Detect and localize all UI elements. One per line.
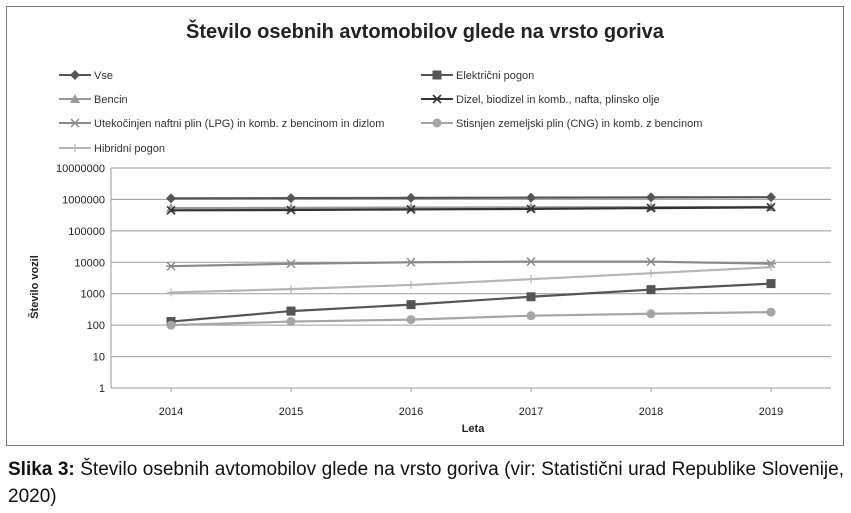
x-tick-label: 2014 [159, 406, 183, 418]
data-point [167, 288, 175, 297]
legend-item: Dizel, biodizel in komb., nafta, plinsko… [421, 94, 660, 106]
legend-label: Stisnjen zemeljski plin (CNG) in komb. z… [456, 118, 702, 130]
data-point [646, 203, 656, 213]
data-point [646, 192, 656, 203]
y-tick-label: 1 [99, 383, 105, 395]
legend-label: Vse [94, 70, 113, 82]
caption-text: Število osebnih avtomobilov glede na vrs… [8, 459, 844, 507]
y-tick-label: 100000 [68, 226, 105, 238]
data-point [527, 275, 535, 284]
data-point [766, 202, 776, 212]
legend-marker [432, 94, 442, 104]
series-line [170, 311, 772, 327]
series-line [170, 266, 772, 294]
legend-label: Dizel, biodizel in komb., nafta, plinsko… [456, 94, 660, 106]
line-chart: Število osebnih avtomobilov glede na vrs… [28, 19, 831, 435]
series-line [170, 282, 772, 323]
legend-item: Bencin [59, 94, 128, 106]
legend-label: Utekočinjen naftni plin (LPG) in komb. z… [94, 118, 384, 130]
x-tick-label: 2018 [639, 406, 663, 418]
data-point [286, 259, 296, 269]
data-point [526, 311, 536, 321]
legend-marker [70, 94, 80, 103]
y-tick-label: 10000000 [56, 163, 105, 175]
data-point [647, 269, 655, 278]
data-point [767, 263, 775, 272]
data-point [407, 280, 415, 289]
data-point [766, 307, 776, 317]
y-tick-label: 10000 [74, 257, 105, 269]
legend-item: Hibridni pogon [59, 143, 165, 155]
x-tick-label: 2019 [759, 406, 783, 418]
data-point [766, 192, 776, 203]
legend-item: Vse [59, 70, 113, 82]
legend-marker [432, 118, 442, 128]
series-layer [166, 192, 776, 330]
data-point [526, 292, 536, 302]
y-tick-label: 100 [87, 320, 105, 332]
legend-item: Stisnjen zemeljski plin (CNG) in komb. z… [421, 118, 702, 130]
y-axis-label: Število vozil [28, 255, 41, 319]
series-line [170, 196, 772, 200]
series-line [170, 206, 772, 212]
y-tick-label: 1000 [81, 289, 105, 301]
grid [110, 167, 831, 389]
data-point [406, 204, 416, 215]
x-tick-label: 2015 [279, 406, 303, 418]
data-point [646, 257, 656, 267]
legend-marker [70, 118, 80, 128]
data-point [406, 257, 416, 267]
series-7 [167, 263, 775, 297]
y-tick-label: 10 [93, 352, 105, 364]
legend: Vse Električni pogon Bencin Dizel, biodizel… [59, 70, 702, 155]
data-point [646, 285, 656, 295]
series-line [170, 260, 772, 268]
legend-item: Utekočinjen naftni plin (LPG) in komb. z… [59, 118, 384, 130]
data-point [166, 261, 176, 271]
figure-caption: Slika 3: Število osebnih avtomobilov gle… [8, 456, 844, 510]
y-axis-ticks: 10000000 1000000 100000 10000 1000 100 10 1 [56, 163, 105, 395]
x-axis-ticks: 2014 2015 2016 2017 2018 2019 [159, 388, 783, 418]
y-tick-label: 1000000 [62, 194, 105, 206]
data-point [526, 192, 536, 203]
series-2 [166, 279, 776, 327]
legend-label: Hibridni pogon [94, 143, 165, 155]
data-point [526, 204, 536, 214]
series-5 [166, 257, 776, 271]
legend-marker [70, 70, 80, 80]
x-tick-label: 2017 [519, 406, 543, 418]
series-4 [166, 202, 776, 215]
series-1 [166, 192, 776, 204]
data-point [286, 205, 296, 215]
caption-label: Slika 3: [8, 459, 75, 480]
legend-marker [71, 144, 79, 152]
data-point [646, 309, 656, 319]
legend-label: Bencin [94, 94, 128, 106]
series-6 [166, 307, 776, 330]
data-point [406, 300, 416, 310]
data-point [166, 205, 176, 215]
legend-marker [432, 70, 442, 80]
data-point [406, 192, 416, 203]
chart-title: Število osebnih avtomobilov glede na vrs… [186, 19, 665, 43]
data-point [286, 306, 296, 316]
data-point [286, 193, 296, 204]
x-tick-label: 2016 [399, 406, 423, 418]
data-point [766, 279, 776, 289]
data-point [166, 193, 176, 204]
chart-frame: Število osebnih avtomobilov glede na vrs… [6, 6, 844, 446]
data-point [286, 317, 296, 327]
data-point [166, 320, 176, 330]
data-point [526, 257, 536, 267]
data-point [406, 315, 416, 325]
legend-label: Električni pogon [456, 70, 534, 82]
x-axis-label: Leta [462, 423, 486, 435]
data-point [287, 285, 295, 294]
legend-item: Električni pogon [421, 70, 534, 82]
